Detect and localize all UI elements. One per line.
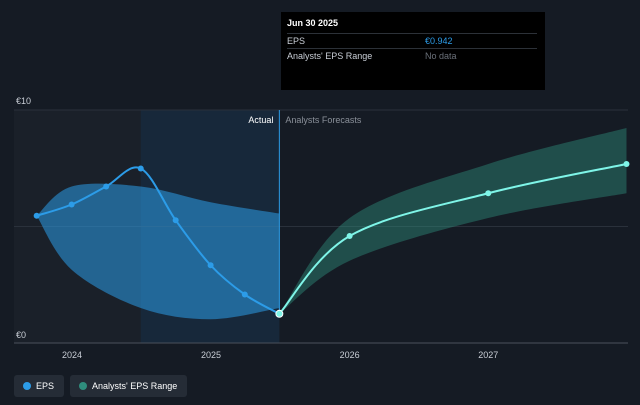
tooltip-eps-value: €0.942 (425, 36, 453, 46)
legend-item-range[interactable]: Analysts' EPS Range (70, 375, 188, 397)
actual-eps-area (36, 183, 280, 320)
eps-point[interactable] (103, 183, 110, 190)
eps-point[interactable] (33, 212, 40, 219)
eps-point[interactable] (172, 217, 179, 224)
x-tick-label: 2027 (478, 350, 498, 360)
y-axis-label-bottom: €0 (16, 330, 26, 340)
tooltip-row-range: Analysts' EPS Range No data (287, 48, 537, 63)
actual-section-label: Actual (248, 115, 273, 125)
legend-eps-dot-icon (23, 382, 31, 390)
tooltip-eps-label: EPS (287, 36, 306, 46)
x-axis-ticks: 2024 2025 2026 2027 (62, 350, 498, 360)
eps-point[interactable] (207, 262, 214, 269)
eps-point[interactable] (275, 309, 284, 318)
data-points (33, 161, 630, 318)
tooltip-row-eps: EPS €0.942 (287, 33, 537, 48)
tooltip-range-value: No data (425, 51, 457, 61)
forecast-point[interactable] (346, 233, 353, 239)
legend-range-dot-icon (79, 382, 88, 390)
legend-item-eps[interactable]: EPS (14, 375, 65, 397)
y-axis-label-top: €10 (16, 96, 31, 106)
forecast-section-label: Analysts Forecasts (285, 115, 362, 125)
forecast-point[interactable] (485, 190, 492, 197)
tooltip-title: Jun 30 2025 (287, 18, 339, 28)
x-tick-label: 2025 (201, 350, 221, 360)
eps-point[interactable] (241, 291, 248, 298)
hover-tooltip: Jun 30 2025 EPS €0.942 Analysts' EPS Ran… (281, 12, 545, 90)
forecast-series-line (278, 163, 627, 315)
legend-eps-label: EPS (36, 381, 55, 391)
eps-point[interactable] (137, 165, 144, 172)
x-tick-label: 2026 (340, 350, 360, 360)
tooltip-range-label: Analysts' EPS Range (287, 51, 373, 61)
forecast-range-area (279, 128, 627, 314)
eps-series-line (36, 166, 280, 315)
eps-point[interactable] (68, 201, 75, 208)
legend-range-label: Analysts' EPS Range (92, 381, 178, 391)
chart-legend: EPS Analysts' EPS Range (14, 375, 188, 397)
x-tick-label: 2024 (62, 350, 82, 360)
forecast-point[interactable] (623, 161, 630, 167)
